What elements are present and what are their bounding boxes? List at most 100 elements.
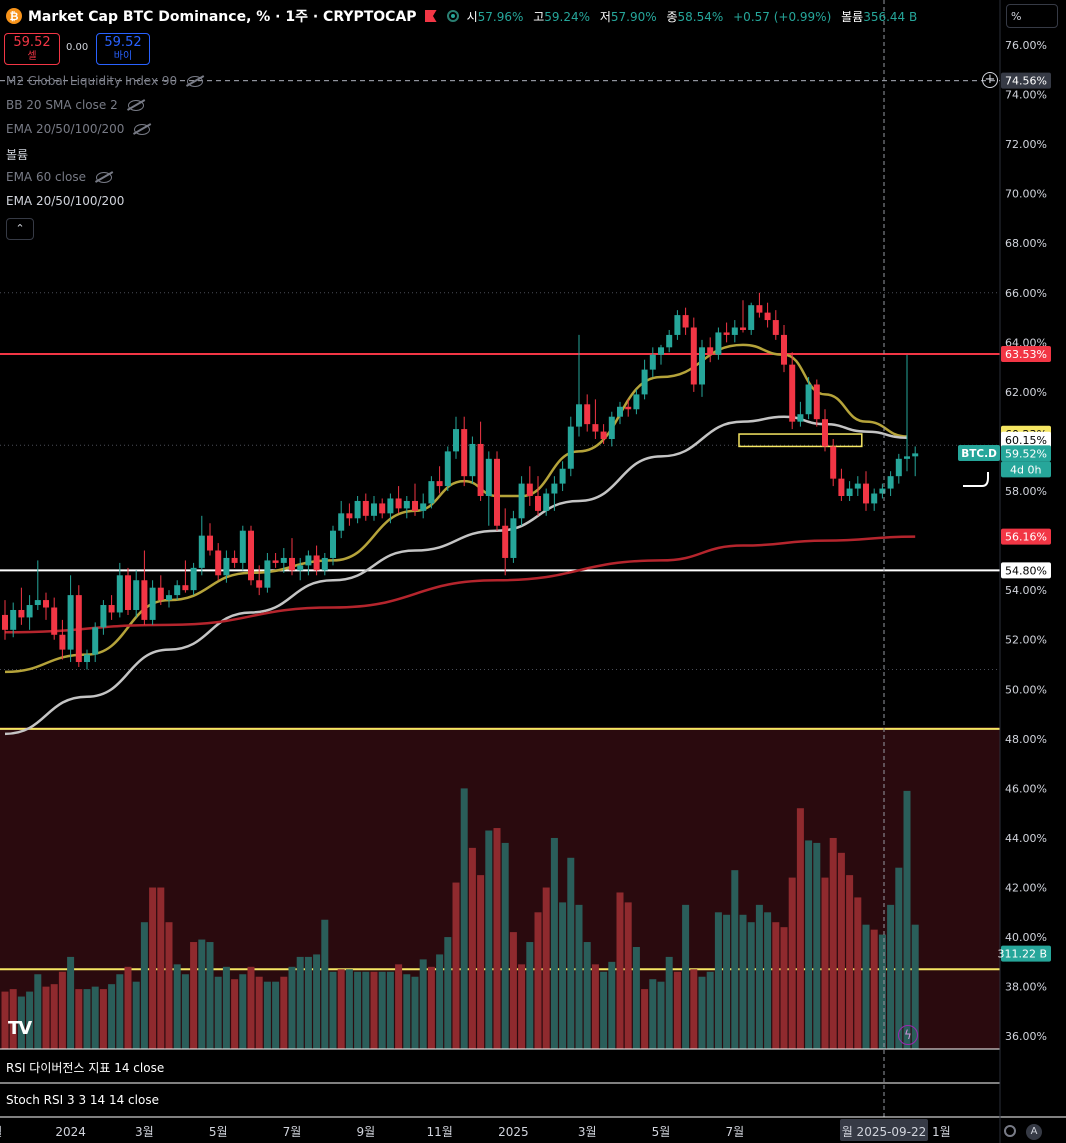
volume-bar: [427, 966, 435, 1049]
candle: [190, 562, 197, 596]
volume-bar: [600, 971, 608, 1049]
volume-bar: [354, 971, 362, 1049]
candle-body: [748, 305, 755, 330]
spread-value: 0.00: [66, 42, 89, 53]
buy-price: 59.52: [104, 35, 142, 50]
candle-body: [198, 535, 205, 568]
sell-button[interactable]: 59.52 셀: [4, 33, 60, 65]
volume-bar: [370, 971, 378, 1049]
candle: [502, 508, 509, 576]
candle: [2, 600, 8, 640]
candle-body: [723, 332, 730, 335]
eye-off-icon[interactable]: [95, 171, 112, 183]
candle: [338, 500, 345, 539]
buy-button[interactable]: 59.52 바이: [96, 33, 150, 65]
candle-body: [18, 609, 25, 618]
candle: [313, 545, 320, 576]
volume-bar: [116, 974, 124, 1049]
unit-selector[interactable]: %: [1006, 4, 1058, 28]
candle-body: [10, 609, 17, 630]
indicator-ema-hidden[interactable]: EMA 20/50/100/200: [6, 122, 151, 136]
candle: [125, 567, 131, 615]
candle-body: [805, 384, 812, 415]
lightning-icon[interactable]: ϟ: [898, 1025, 918, 1045]
volume-bar: [83, 989, 91, 1049]
rsi-pane-label[interactable]: RSI 다이버전스 지표 14 close: [6, 1061, 165, 1075]
price-tick-label: 52.00%: [1005, 634, 1047, 647]
flag-icon[interactable]: [424, 10, 437, 22]
candle-body: [428, 481, 435, 504]
price-tick-label: 72.00%: [1005, 138, 1047, 151]
volume-bar: [75, 989, 83, 1049]
candle-body: [231, 557, 238, 563]
indicator-ema-60[interactable]: EMA 60 close: [6, 170, 112, 184]
candle: [223, 550, 230, 583]
symbol-badge[interactable]: BTC.D: [958, 445, 1000, 461]
eye-off-icon[interactable]: [134, 123, 151, 135]
candle-body: [75, 595, 82, 663]
candle: [838, 468, 845, 501]
volume-bar: [518, 964, 526, 1049]
gear-icon[interactable]: [1004, 1125, 1016, 1137]
line-price-label-bg: [1001, 346, 1051, 363]
candle-body: [133, 580, 140, 610]
candle: [149, 580, 156, 625]
candle-body: [174, 585, 181, 596]
volume-bar: [911, 924, 919, 1049]
volume-bar: [509, 932, 517, 1049]
indicator-ema-visible[interactable]: EMA 20/50/100/200: [6, 194, 125, 208]
candle: [567, 416, 574, 477]
volume-bar: [222, 966, 230, 1049]
candle: [346, 503, 353, 526]
market-status-icon[interactable]: [446, 10, 459, 22]
add-alert-plus-icon[interactable]: +: [982, 72, 998, 88]
candle-body: [297, 565, 304, 571]
price-tick-label: 58.00%: [1005, 485, 1047, 498]
time-tick-label: 월: [0, 1125, 2, 1139]
candle: [84, 649, 90, 670]
candle-body: [863, 483, 869, 504]
volume-bar: [501, 842, 509, 1049]
candle: [904, 354, 910, 472]
ema-mid-line: [4, 415, 908, 736]
eye-off-icon[interactable]: [187, 75, 204, 87]
indicator-bb-sma[interactable]: BB 20 SMA close 2: [6, 98, 144, 112]
sell-price: 59.52: [13, 35, 51, 50]
candle: [772, 310, 779, 340]
auto-scale-button[interactable]: A: [1026, 1124, 1042, 1140]
candle-body: [854, 483, 861, 489]
candle: [805, 377, 812, 420]
countdown-label: 4d 0h: [1010, 463, 1041, 476]
candle-body: [157, 587, 164, 601]
candle: [248, 525, 254, 586]
volume-bar: [714, 912, 722, 1049]
candle: [157, 575, 164, 606]
candle: [436, 466, 443, 494]
candle-body: [338, 513, 345, 531]
eye-off-icon[interactable]: [127, 99, 144, 111]
volume-bar: [690, 969, 698, 1049]
volume-bar: [452, 882, 460, 1049]
candle: [822, 409, 828, 452]
collapse-indicators-button[interactable]: ⌃: [6, 218, 34, 240]
candle-body: [461, 429, 468, 477]
indicator-m2-liquidity[interactable]: M2 Global Liquidity Index 90: [6, 74, 204, 88]
candle-body: [280, 557, 287, 563]
time-tick-label: 3월: [578, 1125, 597, 1139]
volume-bar: [263, 981, 271, 1049]
tradingview-logo-icon[interactable]: TV: [8, 1018, 32, 1039]
volume-bar: [649, 979, 657, 1049]
volume-bar: [9, 989, 17, 1049]
volume-bar: [58, 971, 66, 1049]
indicator-volume[interactable]: 볼륨: [6, 148, 29, 162]
candle: [198, 515, 205, 576]
time-axis[interactable]: 월 2024 3월 5월 7월 9월 11월 2025 3월 5월 7월 월 2025-09-22 1월: [0, 1119, 951, 1141]
time-tick-label: 2025: [498, 1125, 529, 1139]
highlight-box[interactable]: [738, 433, 863, 448]
candle-body: [699, 347, 705, 385]
stoch-rsi-pane-label[interactable]: Stoch RSI 3 3 14 14 close: [6, 1093, 159, 1107]
chart-title[interactable]: Market Cap BTC Dominance, % · 1주 · CRYPT…: [28, 9, 417, 25]
candle: [428, 476, 435, 509]
